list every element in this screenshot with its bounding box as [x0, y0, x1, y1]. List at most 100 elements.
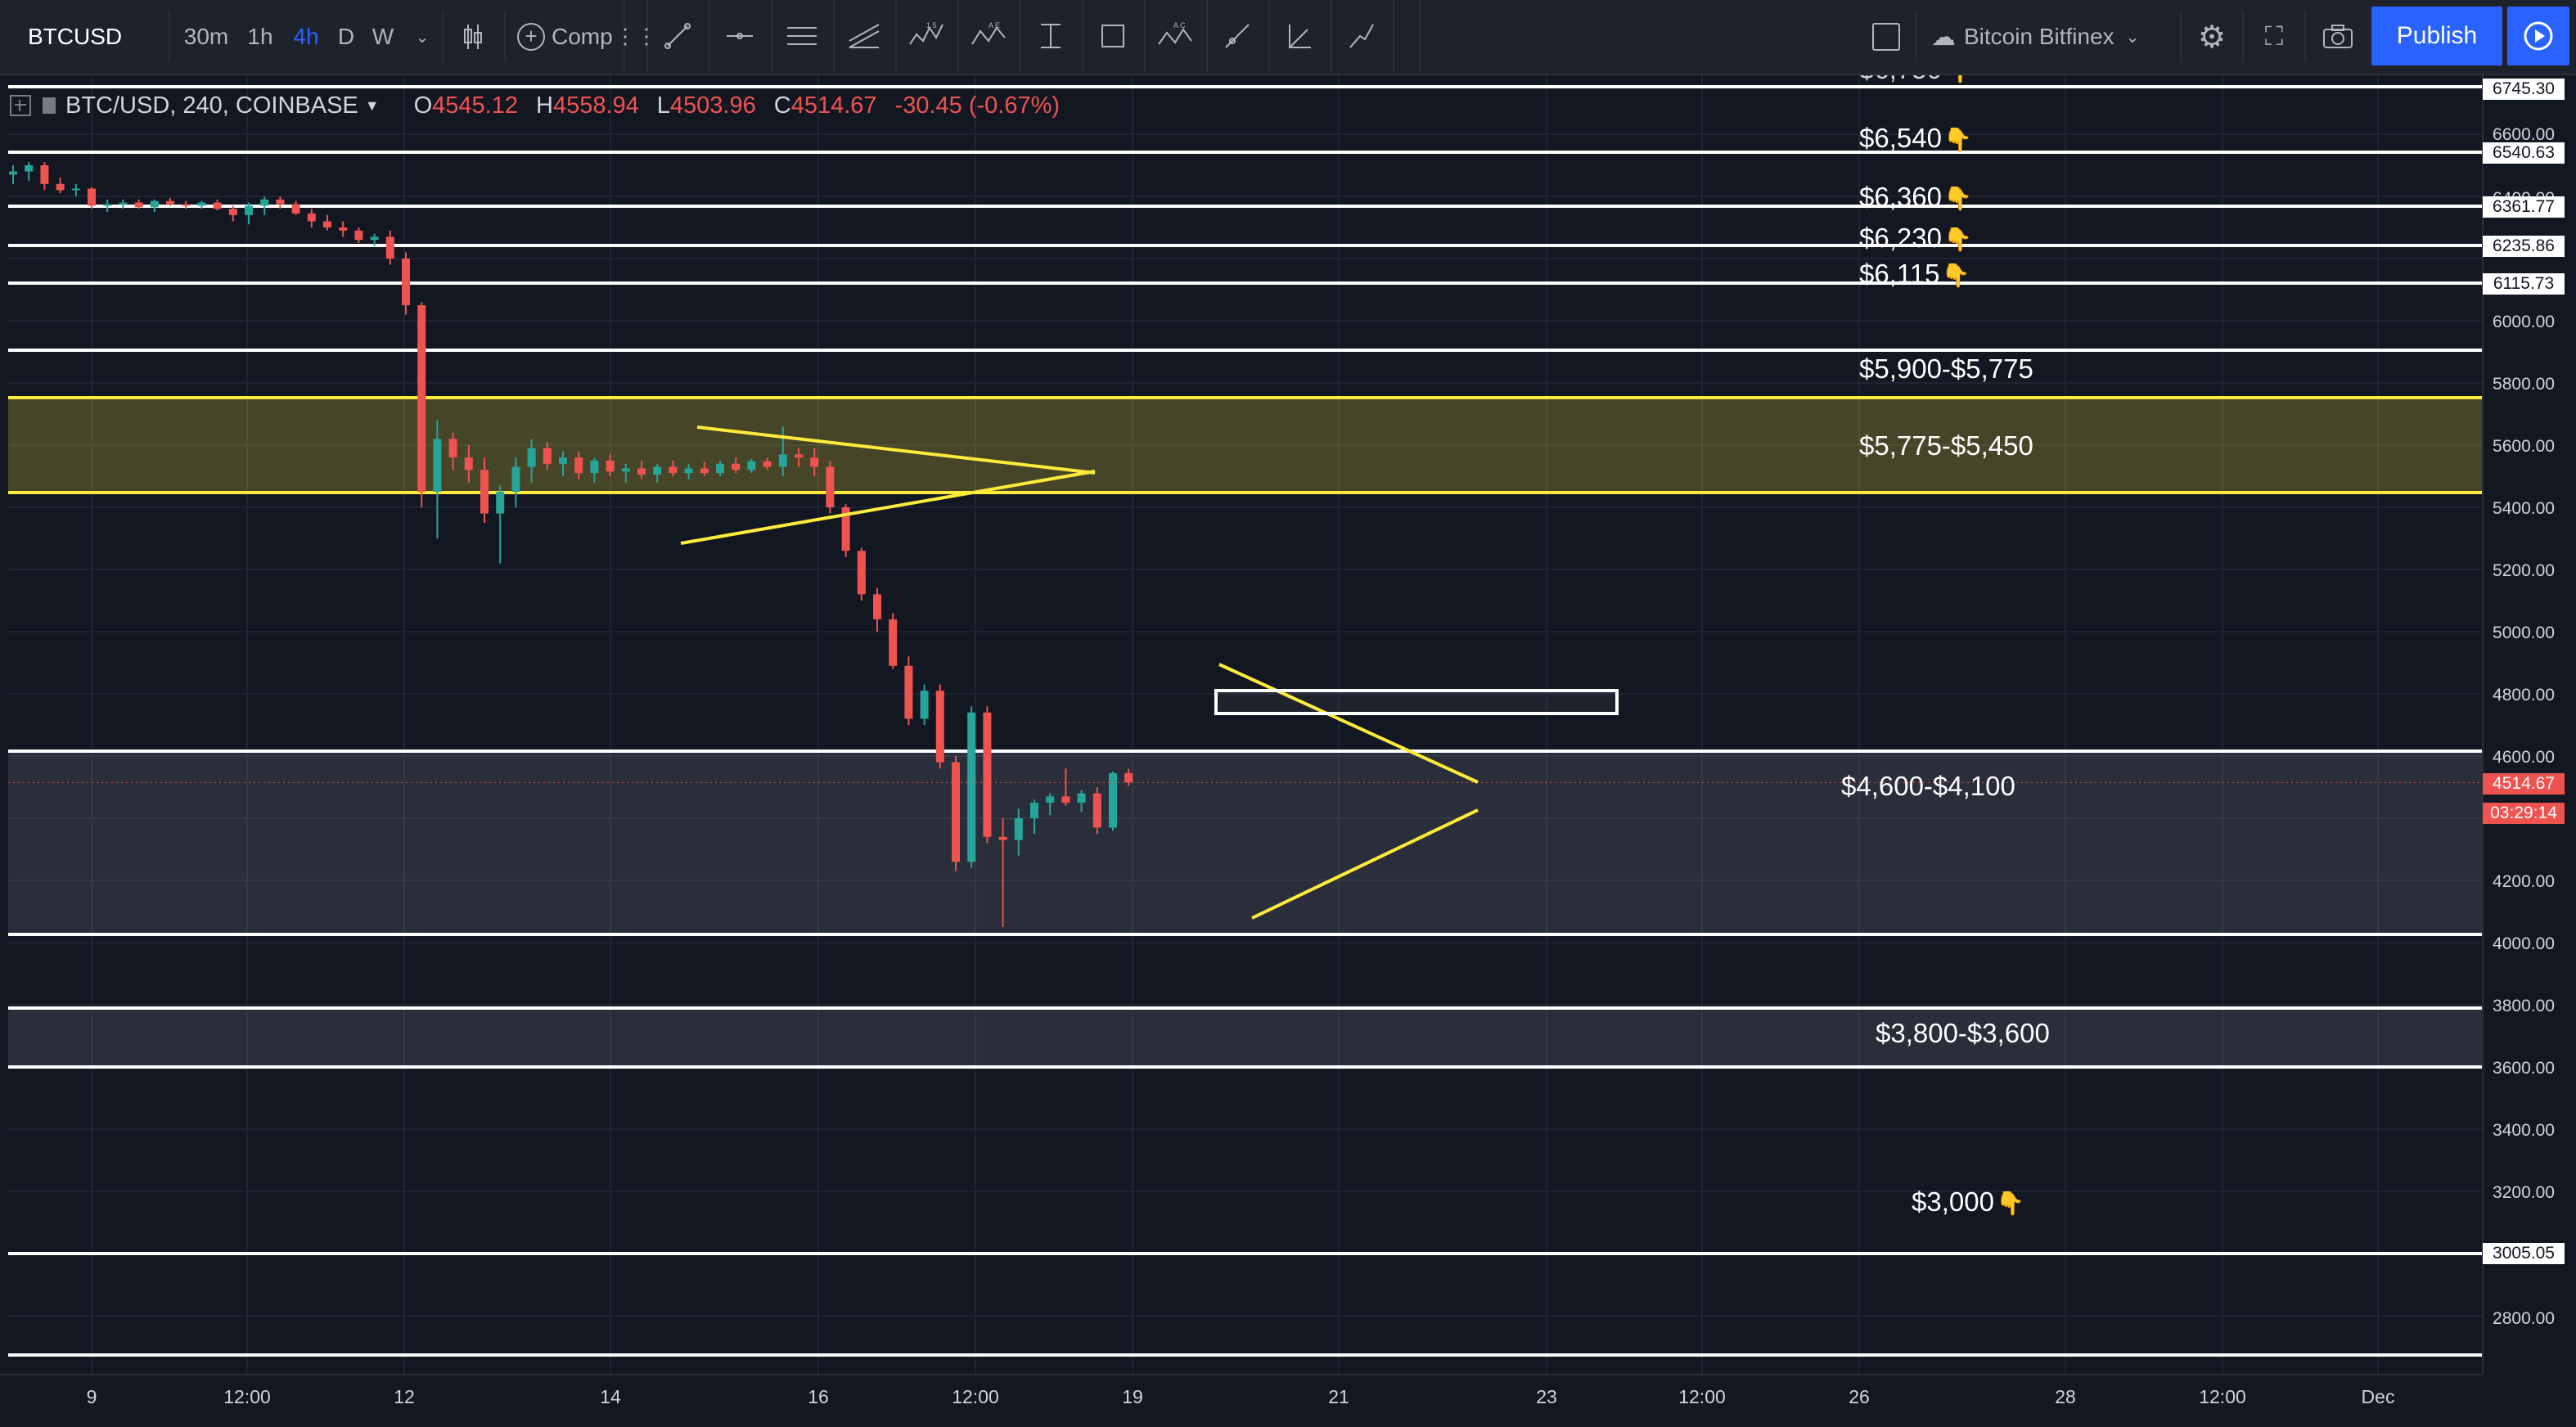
candle — [732, 457, 741, 474]
trend-line-icon[interactable] — [646, 0, 710, 72]
zone-4600-4100 — [8, 751, 2483, 934]
pennant-upper-line[interactable] — [1218, 663, 1479, 784]
drawings — [680, 425, 1619, 920]
abcd-pattern-icon[interactable]: A E — [957, 0, 1021, 72]
price-tick: 4000.00 — [2493, 934, 2555, 953]
candle — [166, 197, 174, 206]
candle — [1092, 787, 1101, 834]
candle — [402, 252, 410, 315]
symbol-search[interactable]: BTCUSD — [28, 24, 123, 49]
candle — [56, 178, 65, 194]
candle — [543, 442, 552, 470]
candles-icon[interactable] — [448, 0, 498, 74]
candle — [150, 199, 159, 212]
date-range-icon[interactable] — [1020, 0, 1083, 72]
candles — [8, 162, 2483, 927]
candle-body — [119, 202, 128, 205]
candle — [763, 457, 772, 470]
pennant-lower-line[interactable] — [1251, 808, 1479, 920]
candle-body — [527, 448, 536, 467]
xabcd-pattern-icon[interactable]: A C — [1144, 0, 1208, 72]
data-source-selector[interactable]: ☁ Bitcoin Bitfinex ⌄ — [1923, 0, 2185, 74]
interval-w[interactable]: W — [372, 24, 394, 49]
candle-body — [150, 200, 159, 208]
path-icon[interactable] — [1331, 0, 1394, 72]
resistance-rectangle[interactable] — [1214, 689, 1619, 715]
candle-body — [448, 439, 457, 458]
candle — [448, 432, 457, 470]
last-price-marker: 4514.67 — [2483, 773, 2565, 795]
candle-body — [1109, 772, 1117, 828]
fullscreen-rect-icon[interactable] — [1866, 0, 1907, 74]
horizontal-line-icon[interactable] — [709, 0, 772, 72]
candle — [119, 199, 128, 209]
interval-d[interactable]: D — [337, 24, 355, 49]
candle — [637, 461, 646, 479]
candle — [40, 162, 49, 191]
price-tick: 5000.00 — [2493, 623, 2555, 642]
rectangle-icon[interactable] — [1082, 0, 1146, 72]
candle — [747, 459, 756, 474]
price-tick: 2800.00 — [2493, 1309, 2555, 1328]
candle-body — [433, 439, 442, 492]
level-label: $3,000👇 — [1912, 1186, 2024, 1217]
drag-handle-icon[interactable]: ⋮⋮ — [615, 0, 657, 72]
candle — [9, 165, 17, 184]
legend-title[interactable]: BTC/USD, 240, COINBASE — [65, 92, 358, 119]
candle — [810, 448, 819, 476]
camera-icon[interactable] — [2309, 0, 2367, 74]
zone-3800-3600 — [8, 1008, 2483, 1067]
close-label: C — [773, 92, 791, 119]
drawing-toolbar[interactable]: ⋮⋮ 1 5 A E A C — [615, 0, 1421, 72]
triangle-lower-line[interactable] — [680, 470, 1096, 545]
open-label: O — [413, 92, 433, 119]
compare-label: Comp — [552, 24, 613, 49]
candle — [778, 426, 787, 476]
candle — [1014, 808, 1023, 856]
high-label: H — [536, 92, 553, 119]
time-tick: 12:00 — [1678, 1386, 1726, 1407]
candle — [323, 214, 331, 231]
candle-body — [559, 457, 567, 464]
candle — [433, 420, 442, 538]
candle — [1046, 793, 1055, 816]
publish-button[interactable]: Publish — [2371, 7, 2502, 65]
angle-icon[interactable] — [1268, 0, 1332, 72]
candle — [370, 233, 379, 246]
candle-body — [873, 594, 881, 619]
finger-pointing-down-icon: 👇 — [1943, 186, 1972, 211]
fullscreen-icon[interactable]: ⛶ — [2264, 21, 2284, 51]
interval-30m[interactable]: 30m — [183, 24, 229, 49]
candle-body — [323, 221, 331, 227]
candle-body — [826, 466, 835, 507]
candle-body — [25, 165, 34, 172]
ray-icon[interactable] — [1206, 0, 1270, 72]
level-price-marker: 6540.63 — [2483, 142, 2565, 164]
time-tick: 12:00 — [2199, 1386, 2246, 1407]
candle — [25, 162, 34, 181]
price-tick: 4200.00 — [2493, 872, 2555, 891]
pitchfork-icon[interactable] — [833, 0, 897, 72]
expand-icon[interactable] — [10, 95, 31, 116]
level-label: $6,115👇 — [1859, 259, 1970, 289]
interval-1h[interactable]: 1h — [247, 24, 273, 49]
compare-button[interactable]: + Comp — [512, 0, 628, 74]
level-label: $6,360👇 — [1859, 182, 1972, 212]
chevron-down-icon[interactable]: ⌄ — [415, 28, 430, 47]
parallel-channel-icon[interactable] — [771, 0, 835, 72]
candle — [574, 451, 583, 479]
candle-body — [967, 712, 976, 862]
candle — [527, 439, 536, 483]
interval-4h[interactable]: 4h — [293, 24, 319, 49]
symbol-legend[interactable]: BTC/USD, 240, COINBASE ▼ O 4545.12 H 4558.… — [10, 87, 1060, 124]
candle-body — [385, 236, 394, 259]
candle-body — [904, 665, 913, 719]
replay-button[interactable] — [2507, 7, 2569, 65]
chevron-down-icon[interactable]: ▼ — [364, 97, 380, 114]
candle-body — [543, 448, 552, 464]
settings-gear-icon[interactable]: ⚙ — [2197, 20, 2227, 55]
triangle-upper-line[interactable] — [696, 425, 1096, 475]
wave-pattern-icon[interactable]: 1 5 — [895, 0, 959, 72]
candle-body — [464, 457, 473, 470]
